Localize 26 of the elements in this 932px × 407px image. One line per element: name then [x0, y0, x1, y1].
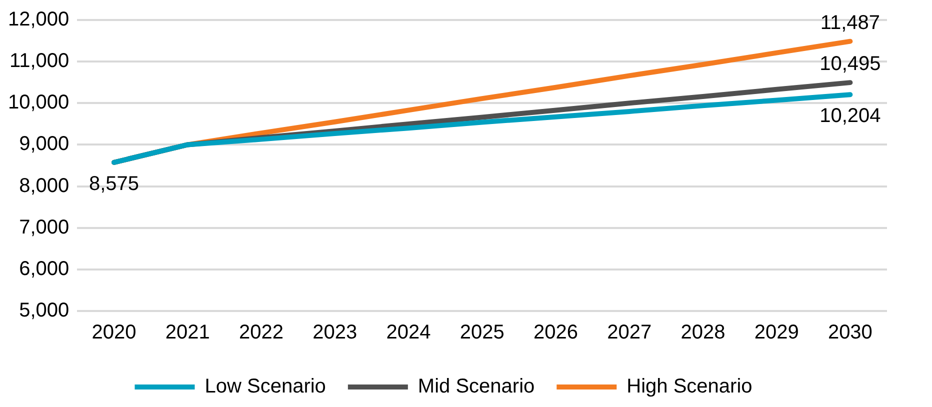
y-tick-label: 12,000: [8, 8, 70, 31]
y-tick-label: 11,000: [9, 50, 70, 72]
x-tick-label: 2021: [165, 322, 210, 344]
legend-label: High Scenario: [626, 376, 752, 398]
data-label: 11,487: [820, 12, 880, 34]
y-tick-label: 5,000: [19, 300, 70, 322]
y-tick-label: 10,000: [8, 92, 70, 114]
y-tick-label: 7,000: [19, 216, 70, 238]
x-tick-label: 2028: [680, 322, 726, 344]
data-label: 10,495: [820, 53, 881, 76]
x-tick-label: 2029: [754, 322, 799, 344]
x-tick-label: 2030: [828, 322, 872, 344]
x-tick-label: 2023: [312, 322, 358, 344]
y-tick-label: 6,000: [19, 258, 70, 280]
x-tick-label: 2022: [238, 322, 284, 344]
data-label: 10,204: [820, 105, 881, 128]
x-tick-label: 2020: [92, 322, 136, 344]
data-label: 8,575: [88, 172, 140, 195]
x-tick-label: 2024: [386, 322, 431, 344]
legend-label: Low Scenario: [204, 376, 326, 398]
legend-label: Mid Scenario: [418, 376, 535, 398]
x-tick-label: 2026: [533, 322, 578, 344]
x-tick-label: 2027: [607, 322, 652, 344]
y-tick-label: 8,000: [19, 174, 70, 197]
y-tick-label: 9,000: [19, 133, 70, 156]
x-tick-label: 2025: [460, 322, 504, 344]
